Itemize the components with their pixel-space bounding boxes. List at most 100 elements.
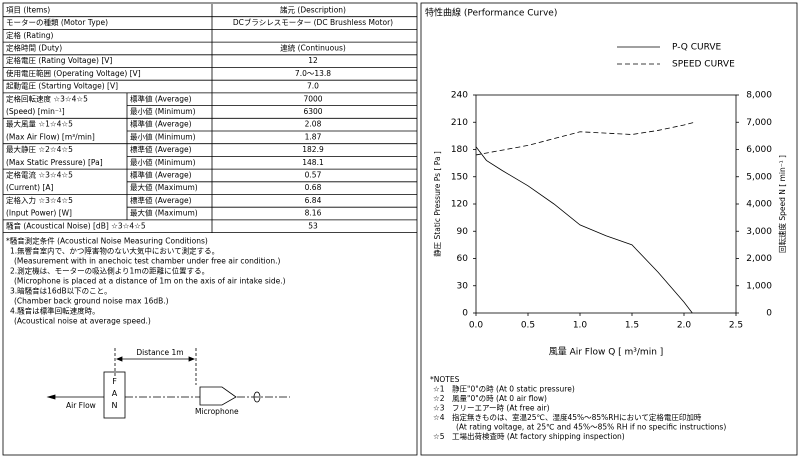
test-diagram: Distance 1m FAN Air Flow Microphone — [46, 348, 290, 419]
sub-label: 標準値 (Average) — [130, 195, 192, 205]
note: 指定無きものは、室温25℃、湿度45%〜85%RHにおいて定格電圧印加時 — [452, 412, 702, 422]
note: (At rating voltage, at 25℃ and 45%〜85% R… — [456, 423, 726, 432]
y2-tick-label: 5,000 — [746, 172, 772, 182]
plot-frame — [475, 94, 737, 314]
distance-label: Distance 1m — [136, 348, 183, 357]
sub-label: 最小値 (Minimum) — [130, 106, 196, 116]
note-mark: ☆3 — [433, 404, 445, 413]
sub-label: 標準値 (Average) — [130, 169, 192, 179]
x-tick-label: 0.5 — [521, 321, 535, 331]
chart-title: 特性曲線 (Performance Curve) — [425, 7, 557, 19]
fan-label: FAN — [110, 377, 119, 413]
note: 2.測定機は、モーターの吸込側より1mの距離に位置する。 — [10, 266, 209, 276]
sub-label: 標準値 (Average) — [130, 144, 192, 154]
item-label: 騒音 (Acoustical Noise) [dB] ☆3☆4☆5 — [6, 220, 146, 230]
note: (Measurement with in anechoic test chamb… — [14, 257, 280, 266]
item-label: (Speed) [min⁻¹] — [6, 107, 65, 116]
value: 0.68 — [305, 183, 322, 192]
item-label: 定格入力 ☆3☆4☆5 — [6, 195, 73, 205]
item-label: (Input Power) [W] — [6, 209, 72, 218]
note-mark: ☆1 — [433, 385, 445, 394]
series-line — [475, 146, 693, 314]
note-mark: ☆5 — [433, 432, 445, 441]
x-tick-label: 0.0 — [469, 321, 484, 331]
item-label: 定格電圧 (Rating Voltage) [V] — [6, 55, 112, 65]
item-label: (Max Air Flow) [m³/min] — [6, 132, 95, 141]
note: 1.無響音室内で、かつ障害物のない大気中において測定する。 — [10, 246, 219, 256]
value: 12 — [308, 56, 318, 65]
note: 4.騒音は標準回転速度時。 — [10, 306, 100, 316]
table-header: 項目 (Items) — [6, 5, 50, 14]
value: 6300 — [303, 107, 322, 116]
note: 3.暗騒音は16dB以下のこと。 — [10, 286, 112, 296]
value: 7.0 — [307, 82, 319, 91]
item-label: (Max Static Pressure) [Pa] — [6, 158, 103, 167]
chart-panel — [420, 2, 798, 456]
microphone-head — [253, 391, 261, 403]
y2-tick-label: 7,000 — [746, 118, 772, 128]
item-label: 最大静圧 ☆2☆4☆5 — [6, 144, 73, 154]
microphone-label: Microphone — [195, 407, 239, 416]
y-tick-label: 30 — [457, 281, 469, 291]
table-header: 諸元 (Description) — [280, 4, 346, 14]
y2-axis-label: 回転速度 Speed N [ min⁻¹ ] — [777, 155, 787, 253]
y-tick-label: 210 — [451, 118, 468, 128]
y2-tick-label: 2,000 — [746, 254, 772, 264]
note: 風量"0"の時 (At 0 air flow) — [452, 394, 547, 403]
sub-label: 最小値 (Minimum) — [130, 131, 196, 141]
legend-label: P-Q CURVE — [672, 43, 722, 53]
item-label: 最大風量 ☆1☆4☆5 — [6, 119, 73, 129]
value: 148.1 — [302, 158, 324, 167]
x-axis-label: 風量 Air Flow Q [ m³/min ] — [549, 347, 664, 358]
value: 6.84 — [305, 196, 322, 205]
note: (Microphone is placed at a distance of 1… — [14, 277, 286, 286]
item-label: モーターの種類 (Motor Type) — [6, 17, 108, 27]
value: 7000 — [303, 94, 322, 103]
x-tick-label: 2.0 — [677, 321, 692, 331]
notes-title: *NOTES — [430, 375, 460, 384]
y-tick-label: 120 — [451, 200, 468, 210]
item-label: 定格回転速度 ☆3☆4☆5 — [6, 93, 88, 103]
sub-label: 標準値 (Average) — [130, 119, 192, 129]
y2-tick-label: 1,000 — [746, 281, 772, 291]
value: DCブラシレスモーター (DC Brushless Motor) — [233, 17, 393, 27]
y2-tick-label: 4,000 — [746, 200, 772, 210]
y-tick-label: 90 — [457, 227, 469, 237]
value: 53 — [308, 221, 318, 230]
item-label: 起動電圧 (Starting Voltage) [V] — [6, 82, 118, 91]
y2-tick-label: 6,000 — [746, 145, 772, 155]
note: (Chamber back ground noise max 16dB.) — [14, 297, 169, 306]
microphone — [199, 386, 237, 406]
arrow — [188, 356, 196, 362]
sub-label: 最小値 (Minimum) — [130, 157, 196, 167]
note: (Acoustical noise at average speed.) — [14, 317, 151, 326]
item-label: 定格時間 (Duty) — [6, 42, 62, 52]
note-mark: ☆4 — [433, 413, 445, 422]
value: 182.9 — [302, 145, 324, 154]
item-label: 定格 (Rating) — [6, 30, 53, 40]
value: 0.57 — [305, 170, 322, 179]
note-mark: ☆2 — [433, 394, 445, 403]
value: 7.0〜13.8 — [295, 69, 331, 78]
value: 8.16 — [305, 209, 322, 218]
y2-tick-label: 8,000 — [746, 91, 772, 101]
note-title: *騒音測定条件 (Acoustical Noise Measuring Cond… — [6, 236, 208, 246]
x-tick-label: 1.0 — [573, 321, 588, 331]
y-axis-label: 静圧 Static Pressure Ps [ Pa ] — [432, 151, 442, 257]
item-label: 定格電流 ☆3☆4☆5 — [6, 169, 73, 179]
x-tick-label: 1.5 — [625, 321, 639, 331]
y-tick-label: 60 — [457, 254, 469, 264]
arrow — [46, 394, 56, 400]
value: 2.08 — [305, 120, 322, 129]
note: 工場出荷検査時 (At factory shipping inspection) — [452, 431, 625, 441]
note: フリーエアー時 (At free air) — [452, 404, 550, 413]
fan-box — [103, 371, 126, 419]
arrow — [115, 356, 123, 362]
series-line — [475, 121, 695, 156]
item-label: 使用電圧範囲 (Operating Voltage) [V] — [6, 68, 141, 78]
sub-label: 最大値 (Maximum) — [130, 182, 198, 192]
y-tick-label: 150 — [451, 172, 468, 182]
item-label: (Current) [A] — [6, 183, 53, 192]
y-tick-label: 240 — [451, 91, 468, 101]
